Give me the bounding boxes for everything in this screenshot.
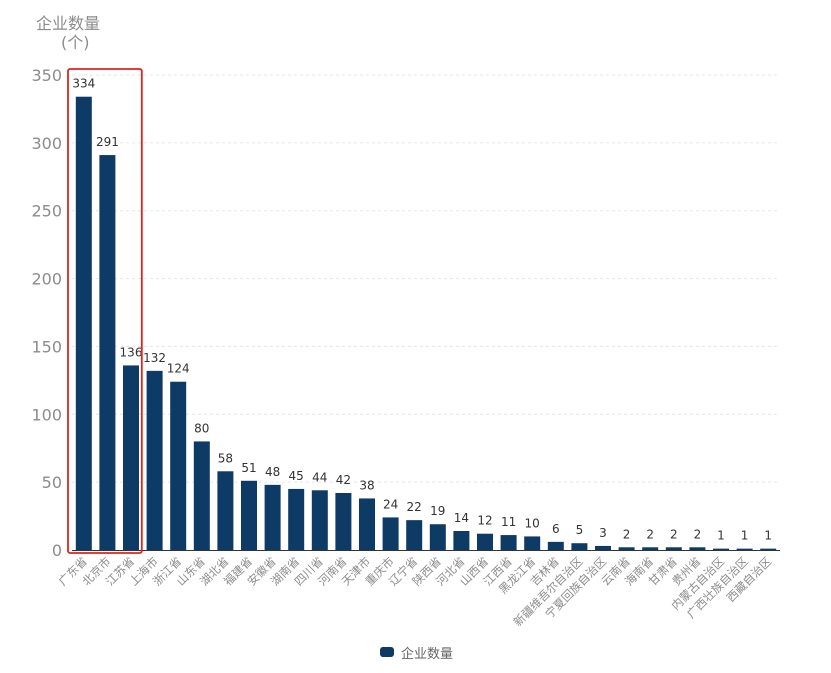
data-label: 44: [312, 470, 327, 484]
data-label: 2: [646, 527, 654, 541]
highlight-box: [67, 68, 143, 554]
bar: [760, 548, 777, 550]
data-label: 22: [407, 500, 422, 514]
data-label: 5: [576, 523, 584, 537]
bar: [595, 545, 611, 550]
bar: [99, 155, 116, 551]
y-axis-title-text: 企业数量: [36, 14, 101, 33]
bar: [241, 480, 257, 550]
legend[interactable]: 企业数量: [380, 642, 453, 662]
bar: [642, 547, 659, 550]
data-label: 2: [694, 527, 702, 541]
bar: [123, 365, 139, 550]
y-tick-label: 150: [31, 337, 62, 356]
bar: [288, 488, 305, 550]
data-label: 12: [477, 514, 492, 528]
bar: [311, 490, 328, 550]
bar: [477, 533, 493, 550]
bar: [547, 541, 564, 550]
bar: [335, 493, 352, 550]
bar: [146, 370, 163, 550]
bar: [500, 535, 517, 550]
data-label: 124: [167, 362, 190, 376]
data-label: 14: [454, 511, 469, 525]
y-tick-label: 250: [31, 202, 62, 221]
bar: [689, 547, 706, 550]
data-label: 45: [289, 469, 304, 483]
data-label: 132: [143, 351, 166, 365]
y-tick-label: 350: [31, 66, 62, 85]
bar: [193, 441, 210, 550]
data-label: 136: [120, 345, 143, 359]
bar: [524, 536, 541, 550]
y-tick-label: 200: [31, 270, 62, 289]
data-label: 3: [599, 526, 607, 540]
bar: [571, 543, 588, 550]
bar: [382, 517, 399, 550]
bar: [618, 547, 635, 550]
bar: [217, 471, 234, 550]
bar: [429, 524, 446, 550]
bar: [170, 381, 187, 550]
data-label: 6: [552, 522, 560, 536]
data-label: 291: [96, 135, 119, 149]
bar: [665, 547, 682, 550]
bar: [75, 96, 92, 550]
data-label: 1: [764, 529, 772, 543]
bar: [406, 520, 423, 550]
y-tick-label: 100: [31, 405, 62, 424]
y-tick-label: 0: [52, 541, 62, 560]
y-axis-unit: (个): [61, 33, 90, 52]
data-label: 2: [670, 527, 678, 541]
y-tick-label: 300: [31, 134, 62, 153]
data-label: 58: [218, 451, 233, 465]
y-axis-title: 企业数量 (个): [36, 14, 116, 52]
bar: [453, 531, 470, 550]
data-label: 2: [623, 527, 631, 541]
data-label: 51: [241, 461, 256, 475]
data-label: 334: [72, 77, 95, 91]
legend-swatch: [380, 647, 394, 657]
bar: [264, 484, 281, 550]
data-label: 19: [430, 504, 445, 518]
data-label: 1: [717, 529, 725, 543]
data-label: 42: [336, 473, 351, 487]
data-label: 48: [265, 465, 280, 479]
data-label: 24: [383, 497, 398, 511]
bar: [736, 548, 753, 550]
data-label: 1: [741, 529, 749, 543]
bar: [359, 498, 375, 550]
bar: [713, 548, 729, 550]
y-tick-label: 50: [42, 473, 62, 492]
legend-label: 企业数量: [401, 646, 454, 662]
data-label: 10: [525, 516, 540, 530]
data-label: 80: [194, 421, 209, 435]
data-label: 11: [501, 515, 516, 529]
data-label: 38: [359, 478, 374, 492]
